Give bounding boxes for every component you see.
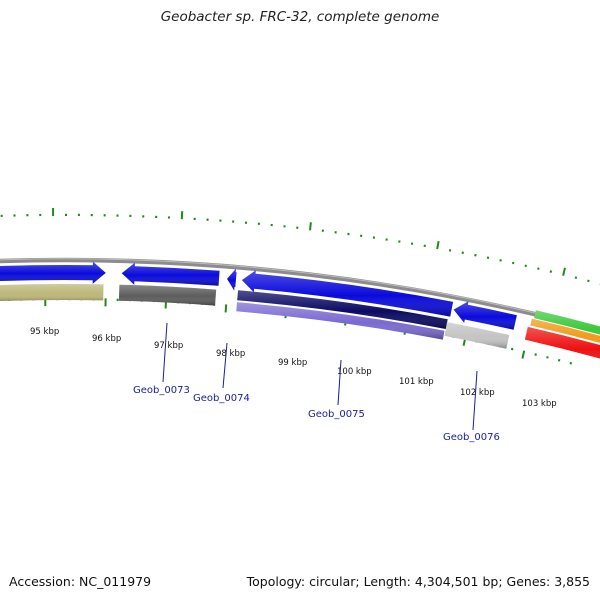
gene-block-purple-shading [236, 302, 445, 340]
gene-block-green-shading [534, 310, 600, 335]
gene-label-leader [162, 322, 168, 383]
inner-tick-minor [534, 353, 537, 356]
inner-tick-major [224, 304, 228, 313]
outer-tick-minor [524, 264, 527, 268]
inner-tick-major [521, 350, 526, 359]
genome-title: Geobacter sp. FRC-32, complete genome [160, 9, 440, 25]
genome-summary: Topology: circular; Length: 4,304,501 bp… [246, 574, 590, 589]
kbp-label-100: 100 kbp [337, 367, 372, 377]
gene-label-leader [337, 359, 342, 406]
feature-track [0, 261, 600, 359]
gene-arrow-forward-shading [0, 261, 106, 284]
kbp-label-102: 102 kbp [460, 388, 495, 398]
gene-block-light-shading [444, 322, 510, 349]
gene-arrow-Geob_0073-shading [121, 262, 220, 286]
gene-label-Geob_0075: Geob_0075 [308, 409, 365, 420]
gene-block-red-shading [524, 326, 600, 359]
gene-label-leader [222, 342, 228, 389]
gene-arrow-Geob_0075-shading [241, 270, 454, 317]
gene-block-dark-shading [118, 284, 217, 306]
gene-block-orange-shading [530, 318, 600, 343]
inner-tick-minor [569, 361, 573, 365]
outer-tick-minor [549, 270, 553, 273]
inner-tick-minor [510, 347, 514, 351]
kbp-label-99: 99 kbp [278, 358, 307, 368]
inner-tick-minor [557, 358, 561, 362]
gene-arrow-Geob_0076-shading [453, 301, 517, 330]
kbp-label-101: 101 kbp [399, 377, 434, 387]
outer-tick-ring [0, 208, 600, 285]
outer-tick-minor [537, 267, 540, 270]
outer-tick-major [436, 241, 440, 250]
kbp-label-98: 98 kbp [216, 349, 245, 359]
gene-block-navy-shading [237, 290, 448, 329]
outer-tick-major [562, 267, 566, 276]
kbp-label-97: 97 kbp [154, 341, 183, 351]
outer-tick-minor [587, 279, 590, 283]
outer-tick-major [309, 222, 312, 231]
kbp-label-103: 103 kbp [522, 399, 557, 409]
gene-label-Geob_0076: Geob_0076 [443, 432, 500, 443]
gene-label-Geob_0074: Geob_0074 [193, 393, 250, 404]
gene-label-leader [472, 370, 478, 431]
gene-arrow-Geob_0074-shading [227, 268, 237, 291]
kbp-scale: 95 kbp 96 kbp 97 kbp 98 kbp 99 kbp 100 kbp 101… [30, 327, 557, 409]
accession-text: Accession: NC_011979 [9, 574, 152, 589]
inner-tick-minor [546, 356, 549, 359]
outer-tick-minor [574, 276, 578, 279]
outer-tick-minor [461, 251, 464, 255]
gene-block-olive-shading [0, 284, 104, 302]
kbp-label-95: 95 kbp [30, 327, 59, 337]
gene-label-Geob_0073: Geob_0073 [133, 385, 190, 396]
kbp-label-96: 96 kbp [92, 334, 121, 344]
